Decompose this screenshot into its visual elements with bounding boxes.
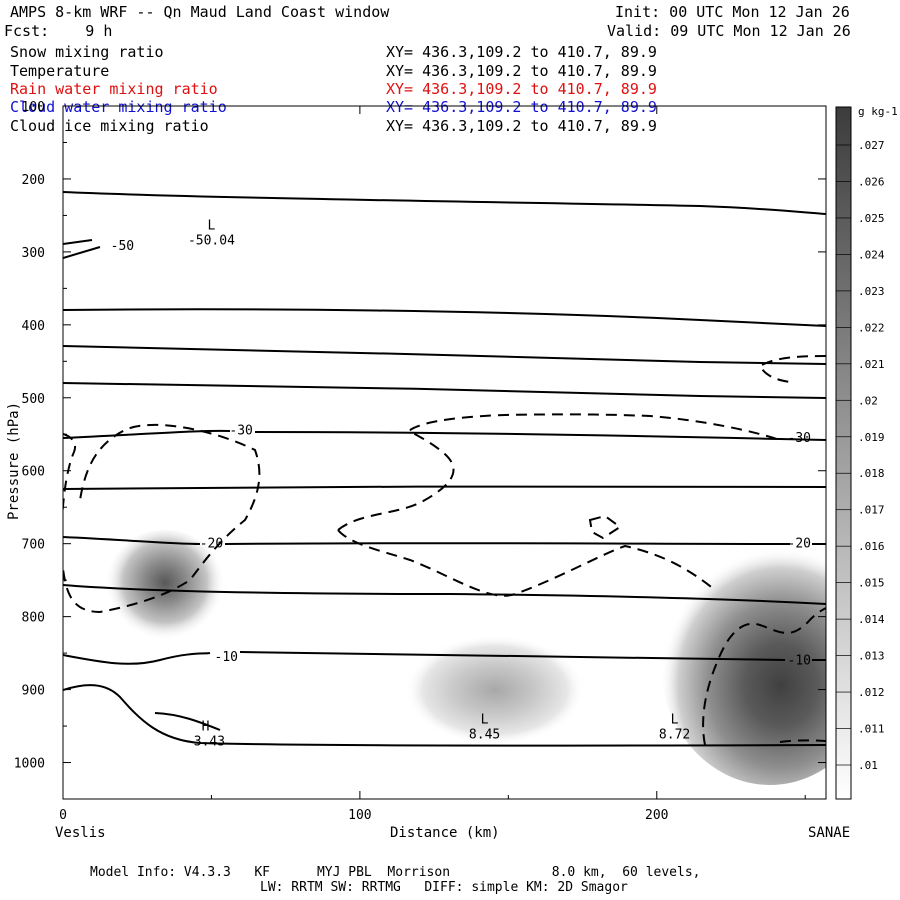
- x-tick-label: 200: [645, 808, 668, 823]
- snow-maximum: [405, 635, 585, 745]
- cloud-ice-contour: [779, 739, 826, 743]
- field-label: Snow mixing ratio: [10, 43, 164, 61]
- temperature-contours: [63, 191, 826, 747]
- temperature-contour: [154, 712, 221, 731]
- y-tick-label: 100: [22, 100, 45, 115]
- colorbar-label: .026: [858, 175, 885, 188]
- valid-time: Valid: 09 UTC Mon 12 Jan 26: [607, 22, 851, 40]
- cloud-ice-contour: [337, 529, 716, 597]
- contour-label: -20: [200, 537, 223, 552]
- x-axis-label: Distance (km): [390, 825, 500, 841]
- extremum-value: 8.45: [469, 727, 500, 742]
- temperature-contour: [63, 684, 826, 747]
- cloud-ice-contour: [702, 607, 826, 746]
- temperature-contour: [63, 584, 826, 605]
- colorbar-label: .021: [858, 358, 885, 371]
- extremum-marker: L: [671, 712, 679, 727]
- contour-label: -20: [788, 537, 811, 552]
- colorbar-label: .019: [858, 431, 885, 444]
- field-xy: XY= 436.3,109.2 to 410.7, 89.9: [386, 62, 657, 80]
- field-xy: XY= 436.3,109.2 to 410.7, 89.9: [386, 117, 657, 135]
- forecast-hour: Fcst: 9 h: [4, 22, 113, 40]
- colorbar-unit: g kg-1: [858, 105, 898, 118]
- model-info-line1: Model Info: V4.3.3 KF MYJ PBL Morrison 8…: [90, 865, 701, 880]
- colorbar-fill: [835, 106, 852, 800]
- contour-label: -30: [229, 424, 252, 439]
- field-label: Temperature: [10, 62, 110, 80]
- colorbar-label: .024: [858, 248, 885, 261]
- contour-label: -50: [111, 239, 134, 254]
- cloud-ice-contour: [758, 355, 826, 383]
- colorbar-label: .015: [858, 577, 885, 590]
- contour-label: -10: [215, 650, 238, 665]
- cloud-ice-contour: [588, 514, 622, 540]
- y-tick-label: 1000: [14, 757, 45, 772]
- extremum-value: -3.43: [186, 735, 225, 750]
- cloud-ice-contour: [337, 413, 781, 531]
- y-tick-label: 200: [22, 173, 45, 188]
- y-tick-label: 400: [22, 319, 45, 334]
- y-tick-label: 300: [22, 246, 45, 261]
- extremum-marker: H: [202, 720, 210, 735]
- left-endpoint-label: Veslis: [55, 825, 106, 841]
- field-xy: XY= 436.3,109.2 to 410.7, 89.9: [386, 43, 657, 61]
- y-axis: 100 200 300 400 500 600 700 800 900 1000: [14, 100, 826, 800]
- field-xy: XY= 436.3,109.2 to 410.7, 89.9: [386, 80, 657, 98]
- colorbar-label: .018: [858, 467, 885, 480]
- chart-title: AMPS 8-km WRF -- Qn Maud Land Coast wind…: [10, 3, 390, 21]
- contour-label: -10: [788, 653, 811, 668]
- snow-maximum: [105, 530, 225, 646]
- x-tick-label: 100: [348, 808, 371, 823]
- field-label: Cloud ice mixing ratio: [10, 117, 209, 135]
- colorbar: g kg-1 .01 .011 .012 .013 .014 .015 .016 .017 .0…: [835, 105, 898, 800]
- y-tick-label: 900: [22, 684, 45, 699]
- cloud-ice-contours: [63, 355, 826, 746]
- temperature-contour: [63, 239, 101, 259]
- colorbar-label: .02: [858, 394, 878, 407]
- field-label: Rain water mixing ratio: [10, 80, 218, 98]
- right-endpoint-label: SANAE: [808, 825, 850, 841]
- colorbar-label: .01: [858, 759, 878, 772]
- temperature-contour: [63, 429, 826, 441]
- extremum-marker: L: [208, 218, 216, 233]
- colorbar-label: .013: [858, 650, 885, 663]
- cloud-ice-contour: [63, 423, 261, 614]
- colorbar-label: .012: [858, 686, 885, 699]
- temperature-contour: [63, 191, 826, 215]
- x-axis: 0 100 200: [59, 106, 806, 823]
- temperature-contour: [63, 308, 826, 327]
- y-tick-label: 700: [22, 538, 45, 553]
- extremum-value: -50.04: [188, 233, 235, 248]
- colorbar-label: .022: [858, 321, 885, 334]
- temperature-contour: [63, 485, 826, 490]
- init-time: Init: 00 UTC Mon 12 Jan 26: [615, 3, 850, 21]
- extremum-marker: L: [481, 712, 489, 727]
- contour-labels: -50 -30 -30 -20 -20 -10 -10: [111, 239, 811, 668]
- contour-label: -30: [788, 431, 811, 446]
- y-tick-label: 600: [22, 465, 45, 480]
- plot-frame: [62, 105, 827, 800]
- y-axis-label: Pressure (hPa): [6, 402, 22, 520]
- colorbar-label: .027: [858, 139, 885, 152]
- model-info-line2: LW: RRTM SW: RRTMG DIFF: simple KM: 2D S…: [260, 880, 628, 895]
- colorbar-label: .016: [858, 540, 885, 553]
- colorbar-label: .017: [858, 504, 885, 517]
- y-tick-label: 800: [22, 611, 45, 626]
- temperature-contour: [63, 382, 826, 399]
- colorbar-label: .011: [858, 723, 885, 736]
- field-xy: XY= 436.3,109.2 to 410.7, 89.9: [386, 98, 657, 116]
- extremum-value: 8.72: [659, 727, 690, 742]
- colorbar-label: .023: [858, 285, 885, 298]
- field-label: Cloud water mixing ratio: [10, 98, 227, 116]
- colorbar-label: .025: [858, 212, 885, 225]
- temperature-contour: [63, 345, 826, 365]
- colorbar-label: .014: [858, 613, 885, 626]
- y-tick-label: 500: [22, 392, 45, 407]
- x-tick-label: 0: [59, 808, 67, 823]
